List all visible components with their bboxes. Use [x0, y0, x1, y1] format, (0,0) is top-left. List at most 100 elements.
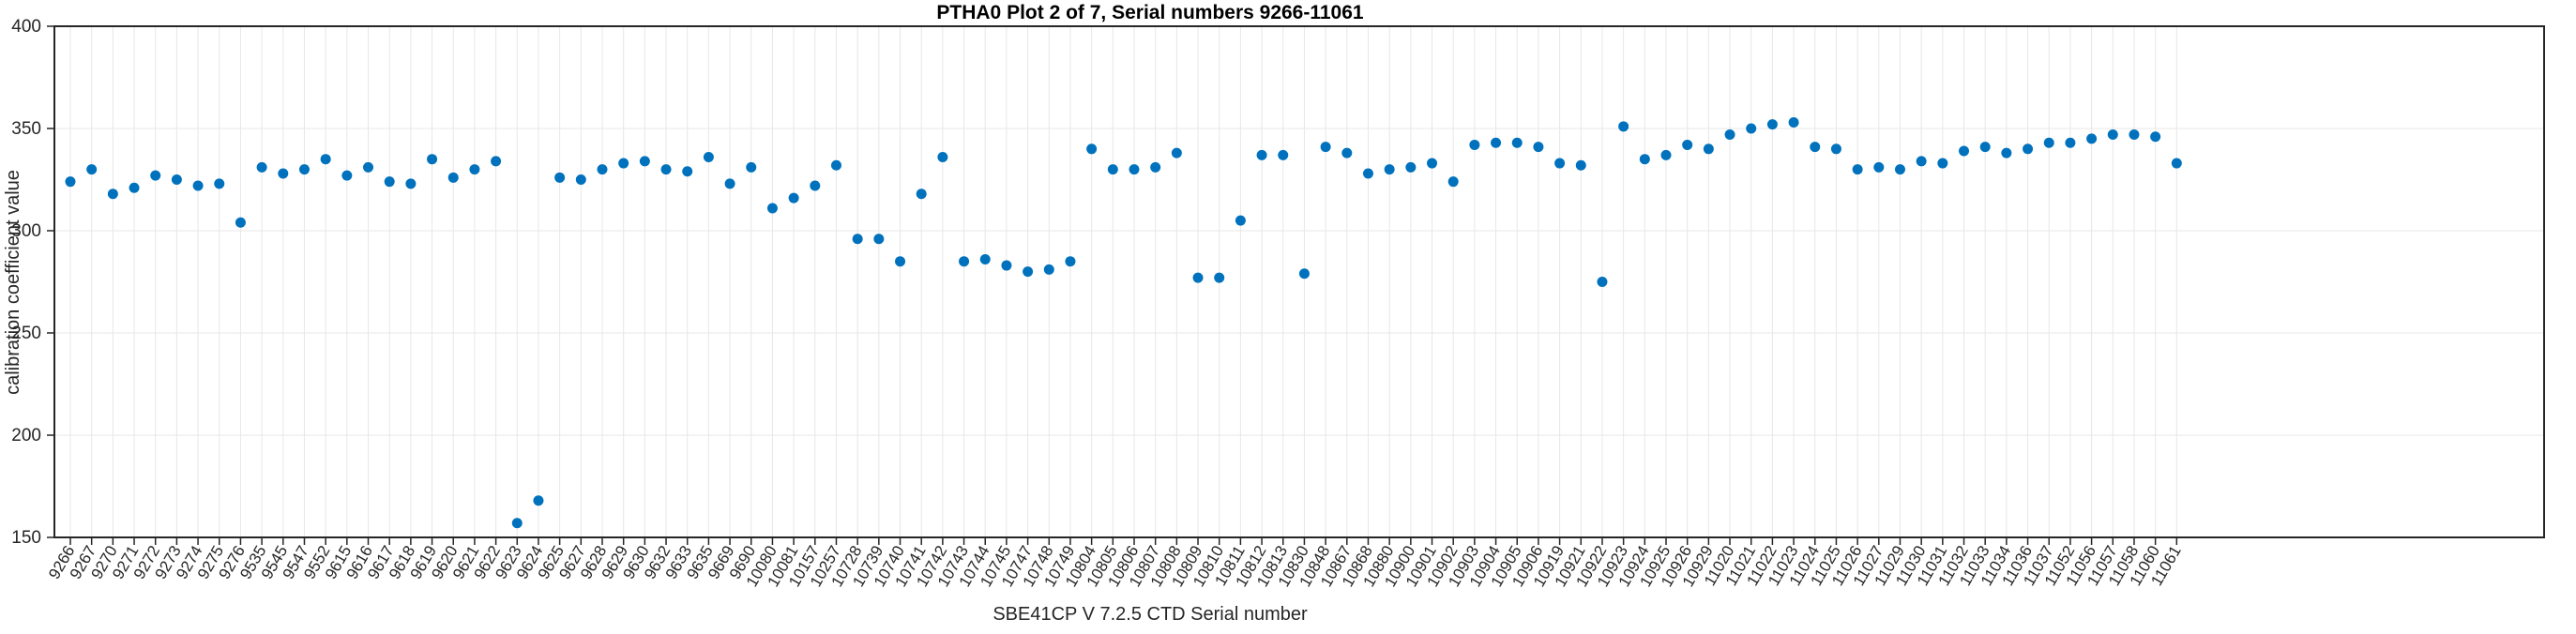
scatter-point — [2086, 133, 2098, 144]
scatter-point — [150, 170, 161, 181]
scatter-point — [214, 178, 225, 189]
scatter-point — [384, 176, 395, 188]
scatter-point — [2023, 143, 2034, 155]
scatter-point — [341, 170, 353, 181]
scatter-point — [830, 159, 841, 171]
scatter-point — [1660, 149, 1672, 160]
scatter-point — [1766, 119, 1778, 130]
scatter-point — [1447, 176, 1459, 188]
scatter-point — [2043, 137, 2054, 148]
scatter-point — [1894, 164, 1905, 175]
scatter-point — [1384, 164, 1395, 175]
scatter-point — [1107, 164, 1118, 175]
scatter-point — [1682, 139, 1693, 150]
scatter-point — [129, 182, 140, 193]
scatter-point — [724, 178, 735, 189]
scatter-point — [469, 164, 480, 175]
scatter-point — [1618, 121, 1629, 132]
scatter-point — [575, 174, 586, 185]
scatter-point — [1830, 143, 1841, 155]
scatter-point — [1469, 139, 1480, 150]
scatter-point — [1320, 142, 1331, 153]
scatter-point — [1086, 143, 1098, 155]
scatter-point — [2129, 129, 2140, 141]
chart-title: PTHA0 Plot 2 of 7, Serial numbers 9266-1… — [936, 2, 1364, 23]
scatter-point — [511, 518, 523, 529]
y-tick-label: 350 — [11, 119, 41, 139]
scatter-point — [1554, 158, 1566, 169]
scatter-point — [491, 156, 502, 167]
scatter-point — [788, 192, 799, 204]
scatter-point — [639, 156, 650, 167]
scatter-point — [320, 154, 331, 165]
scatter-point — [2001, 147, 2012, 158]
scatter-point — [1979, 142, 1991, 153]
scatter-point — [1405, 161, 1417, 173]
scatter-point — [235, 217, 246, 228]
scatter-point — [427, 154, 438, 165]
scatter-point — [278, 168, 289, 179]
scatter-point — [895, 256, 906, 267]
scatter-point — [979, 254, 991, 265]
scatter-point — [171, 174, 182, 185]
scatter-point — [2107, 129, 2118, 141]
scatter-point — [1001, 260, 1012, 271]
scatter-point — [1703, 143, 1714, 155]
scatter-point — [1150, 161, 1161, 173]
scatter-point — [1065, 256, 1076, 267]
y-tick-label: 200 — [11, 426, 41, 445]
scatter-point — [1491, 137, 1502, 148]
scatter-point — [937, 152, 948, 163]
scatter-point — [810, 180, 821, 191]
scatter-point — [447, 172, 459, 183]
scatter-point — [2150, 131, 2161, 143]
scatter-point — [746, 161, 757, 173]
scatter-point — [1043, 264, 1054, 275]
axis-box — [53, 25, 2545, 538]
scatter-point — [1341, 147, 1353, 158]
scatter-point — [2171, 158, 2182, 169]
x-axis-title: SBE41CP V 7.2.5 CTD Serial number — [993, 604, 1308, 625]
scatter-point — [1427, 158, 1438, 169]
scatter-point — [363, 161, 374, 173]
scatter-point — [1214, 272, 1225, 283]
scatter-point — [405, 178, 417, 189]
scatter-point — [618, 158, 629, 169]
scatter-point — [703, 152, 714, 163]
scatter-point — [1129, 164, 1140, 175]
scatter-point — [682, 166, 693, 177]
scatter-point — [107, 189, 118, 200]
scatter-point — [766, 203, 778, 214]
scatter-point — [1810, 142, 1821, 153]
scatter-point — [1362, 168, 1373, 179]
y-tick-label: 150 — [11, 528, 41, 548]
scatter-point — [1746, 123, 1757, 134]
scatter-point — [660, 164, 672, 175]
scatter-point — [192, 180, 204, 191]
scatter-point — [1023, 266, 1034, 278]
scatter-point — [1916, 156, 1927, 167]
scatter-point — [1278, 149, 1289, 160]
y-tick-label: 250 — [11, 324, 41, 343]
scatter-point — [1235, 215, 1246, 226]
scatter-point — [852, 234, 863, 245]
scatter-point — [597, 164, 608, 175]
scatter-point — [1788, 116, 1799, 128]
scatter-point — [959, 256, 970, 267]
scatter-point — [86, 164, 98, 175]
scatter-point — [1256, 149, 1267, 160]
scatter-point — [2065, 137, 2076, 148]
scatter-point — [1171, 147, 1182, 158]
scatter-point — [1533, 142, 1544, 153]
scatter-point — [1937, 158, 1948, 169]
scatter-point — [65, 176, 76, 188]
scatter-point — [298, 164, 310, 175]
scatter-point — [1639, 154, 1650, 165]
y-tick-label: 300 — [11, 221, 41, 241]
scatter-point — [1959, 145, 1970, 157]
scatter-point — [1852, 164, 1863, 175]
scatter-point — [1298, 268, 1310, 279]
scatter-point — [1575, 159, 1586, 171]
